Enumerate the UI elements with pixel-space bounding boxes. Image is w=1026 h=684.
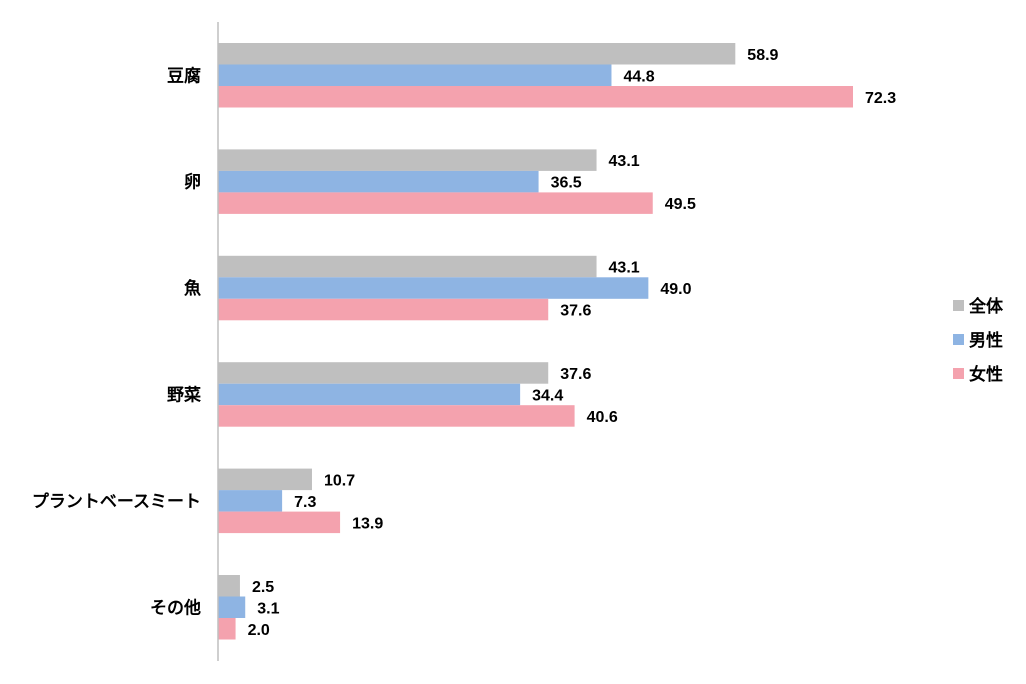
bars-layer: [218, 43, 853, 640]
value-label-3-2: 49.0: [660, 281, 691, 298]
legend-label-2: 男性: [969, 330, 1003, 351]
value-label-6-2: 3.1: [257, 600, 279, 617]
value-label-5-3: 13.9: [352, 515, 383, 532]
legend-swatch-1: [953, 300, 964, 311]
category-label-2: 卵: [184, 172, 201, 193]
bar-5-1: [218, 468, 312, 491]
value-label-3-3: 37.6: [560, 303, 591, 320]
bar-4-2: [218, 383, 521, 406]
value-label-4-3: 40.6: [587, 409, 618, 426]
value-label-1-3: 72.3: [865, 90, 896, 107]
bar-4-1: [218, 362, 549, 384]
legend-swatch-3: [953, 368, 964, 379]
bar-2-3: [218, 192, 653, 214]
bar-3-3: [218, 298, 549, 321]
value-label-4-2: 34.4: [532, 387, 563, 404]
legend-label-1: 全体: [968, 296, 1004, 317]
bar-1-1: [218, 43, 736, 65]
value-label-3-1: 43.1: [609, 260, 640, 277]
bar-3-1: [218, 255, 597, 278]
category-label-6: その他: [150, 597, 201, 618]
value-label-5-1: 10.7: [324, 472, 355, 489]
bar-2-2: [218, 170, 539, 193]
value-label-2-3: 49.5: [665, 196, 696, 213]
bar-6-3: [218, 618, 236, 640]
bar-3-2: [218, 277, 649, 299]
value-label-1-1: 58.9: [747, 47, 778, 64]
legend-swatch-2: [953, 334, 964, 345]
value-label-5-2: 7.3: [294, 494, 316, 511]
bar-5-3: [218, 511, 341, 534]
value-label-1-2: 44.8: [623, 68, 654, 85]
bar-6-1: [218, 575, 240, 597]
bar-1-3: [218, 86, 853, 108]
value-label-6-1: 2.5: [252, 579, 274, 596]
category-label-5: プラントベースミート: [32, 491, 201, 512]
value-label-2-1: 43.1: [609, 153, 640, 170]
bar-1-2: [218, 64, 612, 86]
legend-label-3: 女性: [969, 364, 1003, 385]
value-labels-layer: 58.9 44.8 72.3 43.1 36.5 49.5 43.1 49.0 37.6 37.6…: [248, 47, 897, 639]
value-label-6-3: 2.0: [248, 622, 270, 639]
category-label-3: 魚: [184, 278, 201, 299]
bar-5-2: [218, 490, 283, 512]
category-label-1: 豆腐: [167, 65, 201, 86]
bar-4-3: [218, 405, 575, 427]
bar-6-2: [218, 596, 246, 618]
category-label-4: 野菜: [167, 385, 202, 405]
bar-2-1: [218, 149, 597, 171]
value-label-4-1: 37.6: [560, 366, 591, 383]
value-label-2-2: 36.5: [551, 175, 582, 192]
